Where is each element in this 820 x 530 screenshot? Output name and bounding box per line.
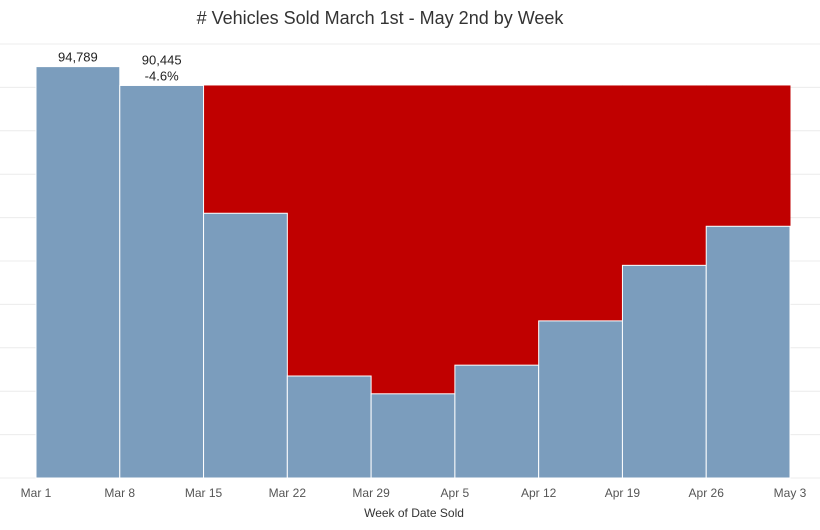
x-tick-label: Apr 5: [441, 486, 470, 500]
gap-segment-mar-15: [203, 85, 288, 214]
gap-segment-apr-5: [454, 85, 540, 366]
bar-mar-1[interactable]: [35, 66, 121, 479]
x-tick-label: May 3: [774, 486, 807, 500]
gap-segment-mar-22: [287, 85, 372, 377]
x-axis-ticks: Mar 1 Mar 8 Mar 15 Mar 22 Mar 29 Apr 5 Apr 12 A…: [21, 486, 807, 500]
bar-apr-5[interactable]: [454, 364, 540, 479]
bar-mar-22[interactable]: [286, 375, 372, 479]
bar-apr-19[interactable]: [621, 264, 707, 479]
data-labels: 94,789 90,445-4.6%: [58, 50, 182, 84]
x-tick-label: Apr 19: [605, 486, 641, 500]
bar-apr-26[interactable]: [705, 225, 791, 479]
data-label: 94,789: [58, 50, 98, 65]
x-tick-label: Apr 12: [521, 486, 557, 500]
gap-segment-mar-29: [371, 85, 456, 394]
bar-mar-15[interactable]: [203, 212, 288, 479]
bar-apr-12[interactable]: [538, 320, 623, 479]
x-tick-label: Mar 22: [269, 486, 307, 500]
bars: [35, 66, 791, 479]
gap-area: [203, 85, 791, 394]
x-tick-label: Mar 1: [21, 486, 52, 500]
x-tick-label: Mar 29: [352, 486, 390, 500]
x-axis-label: Week of Date Sold: [364, 506, 464, 520]
x-tick-label: Apr 26: [689, 486, 725, 500]
gap-segment-apr-26: [706, 85, 791, 227]
x-tick-label: Mar 8: [104, 486, 135, 500]
bar-mar-8[interactable]: [119, 84, 205, 479]
gap-segment-apr-12: [538, 85, 623, 321]
data-label: 90,445: [142, 52, 182, 67]
chart-title: # Vehicles Sold March 1st - May 2nd by W…: [196, 8, 564, 28]
bar-mar-29[interactable]: [370, 393, 456, 479]
gap-segment-apr-19: [622, 85, 707, 266]
x-tick-label: Mar 15: [185, 486, 223, 500]
data-label: -4.6%: [145, 68, 179, 83]
